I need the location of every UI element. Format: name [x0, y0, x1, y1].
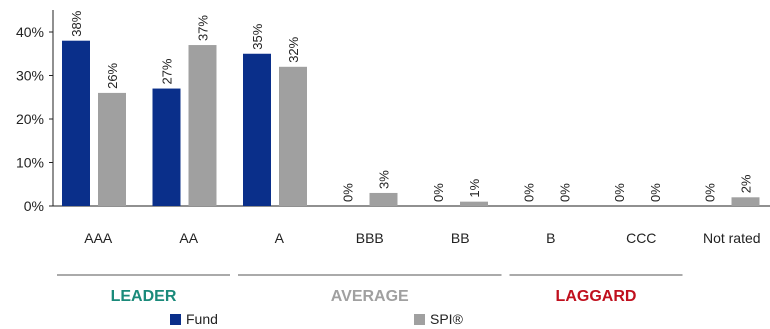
group-label-average: AVERAGE [331, 288, 409, 305]
value-label-fund: 0% [341, 183, 356, 202]
bar-spi-aaa [98, 92, 126, 206]
legend-swatch-fund [170, 314, 181, 325]
bar-fund-aa [152, 88, 181, 206]
bar-fund-aaa [62, 40, 90, 207]
value-label-fund: 0% [703, 183, 718, 202]
y-tick-label: 10% [16, 155, 44, 171]
value-label-fund: 0% [522, 183, 537, 202]
category-label: BB [451, 230, 470, 246]
value-label-spi: 3% [377, 170, 392, 189]
group-label-leader: LEADER [111, 288, 177, 305]
legend-swatch-spi [414, 314, 425, 325]
category-label: AA [179, 230, 198, 246]
bar-fund-a [243, 53, 271, 206]
value-label-fund: 38% [69, 10, 84, 36]
value-label-fund: 0% [612, 183, 627, 202]
value-label-spi: 26% [105, 62, 120, 88]
legend-label-fund: Fund [186, 311, 218, 327]
value-label-spi: 2% [739, 174, 754, 193]
value-label-fund: 0% [431, 183, 446, 202]
category-label: Not rated [703, 230, 761, 246]
bar-spi-bb [460, 201, 488, 206]
legend-label-spi: SPI® [430, 311, 464, 327]
bar-spi-bbb [369, 192, 398, 206]
y-tick-label: 40% [16, 24, 44, 40]
value-label-spi: 1% [467, 178, 482, 197]
value-label-fund: 35% [250, 23, 265, 49]
category-label: BBB [356, 230, 384, 246]
value-label-spi: 37% [196, 15, 211, 41]
bar-spi-a [279, 66, 307, 206]
category-label: B [546, 230, 555, 246]
y-tick-label: 20% [16, 111, 44, 127]
value-label-spi: 0% [558, 183, 573, 202]
category-label: AAA [84, 230, 113, 246]
y-tick-label: 30% [16, 68, 44, 84]
bar-spi-not-rated [731, 197, 760, 206]
y-tick-label: 0% [24, 198, 44, 214]
value-label-spi: 32% [286, 36, 301, 62]
category-label: A [275, 230, 285, 246]
group-label-laggard: LAGGARD [556, 288, 637, 305]
value-label-fund: 27% [160, 58, 175, 84]
bar-spi-aa [188, 45, 217, 206]
value-label-spi: 0% [648, 183, 663, 202]
category-label: CCC [626, 230, 656, 246]
